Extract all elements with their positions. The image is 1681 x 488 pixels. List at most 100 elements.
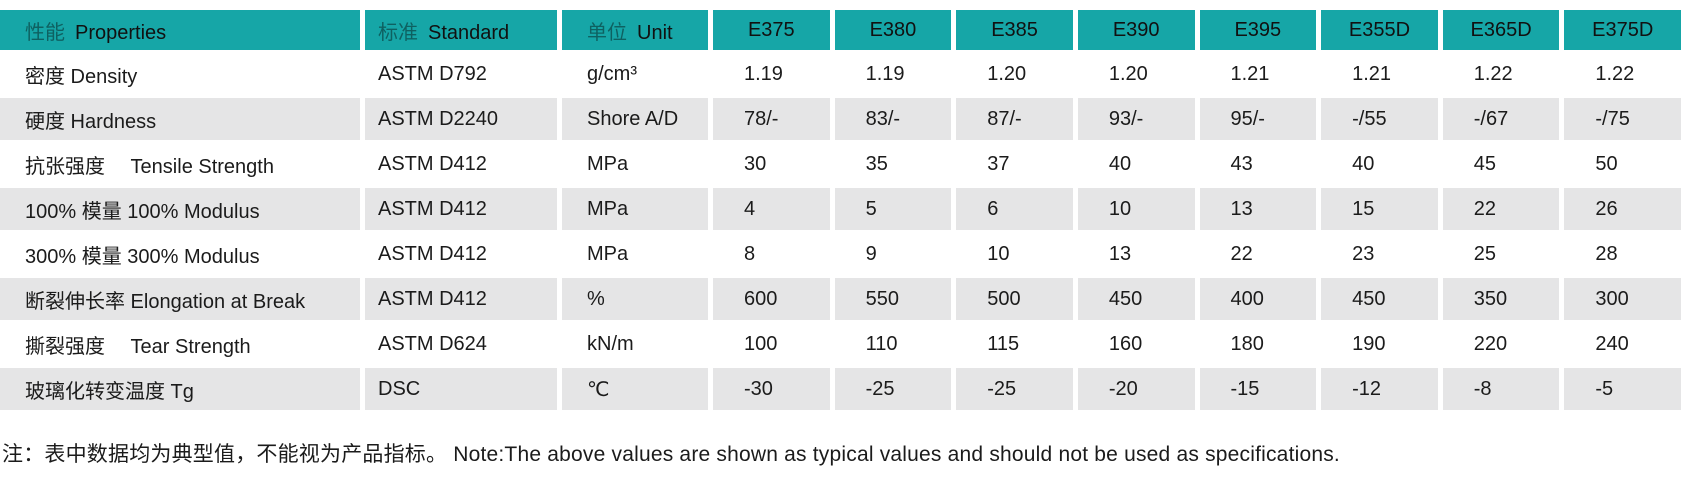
property-cell: 硬度 Hardness (0, 98, 360, 140)
value-cell: 43 (1199, 143, 1317, 185)
value-cell: -30 (713, 368, 830, 410)
col-header-grade: E385 (956, 10, 1073, 50)
standard-cell: ASTM D412 (365, 143, 557, 185)
value-cell: 240 (1564, 323, 1681, 365)
value-cell: 4 (713, 188, 830, 230)
col-header-standard-zh: 标准 (378, 21, 418, 44)
col-header-properties: 性能 Properties (0, 10, 360, 50)
standard-cell: DSC (365, 368, 557, 410)
col-header-grade: E380 (834, 10, 952, 50)
unit-cell: MPa (562, 188, 708, 230)
table-row: 玻璃化转变温度 Tg DSC ℃ -30 -25 -25 -20 -15 -12 -8 -5 (0, 368, 1681, 410)
value-cell: 93/- (1077, 98, 1195, 140)
properties-table: 性能 Properties 标准 Standard 单位 Unit E375 E380 E… (0, 7, 1681, 413)
property-cell: 抗张强度 Tensile Strength (0, 143, 360, 185)
value-cell: 83/- (834, 98, 952, 140)
col-header-unit: 单位 Unit (562, 10, 708, 50)
unit-cell: MPa (562, 143, 708, 185)
value-cell: 10 (1077, 188, 1195, 230)
value-cell: 1.19 (713, 53, 830, 95)
property-cell: 300% 模量 300% Modulus (0, 233, 360, 275)
value-cell: -20 (1077, 368, 1195, 410)
value-cell: -8 (1442, 368, 1560, 410)
value-cell: 95/- (1199, 98, 1317, 140)
datasheet: 性能 Properties 标准 Standard 单位 Unit E375 E380 E… (0, 7, 1681, 468)
value-cell: 13 (1199, 188, 1317, 230)
value-cell: 15 (1321, 188, 1438, 230)
col-header-unit-en: Unit (637, 21, 673, 44)
col-header-grade: E395 (1199, 10, 1317, 50)
property-cell: 玻璃化转变温度 Tg (0, 368, 360, 410)
value-cell: 400 (1199, 278, 1317, 320)
value-cell: 350 (1442, 278, 1560, 320)
property-cell: 100% 模量 100% Modulus (0, 188, 360, 230)
table-row: 300% 模量 300% Modulus ASTM D412 MPa 8 9 10 13 22… (0, 233, 1681, 275)
value-cell: -25 (834, 368, 952, 410)
col-header-standard-en: Standard (428, 21, 510, 44)
col-header-grade: E355D (1321, 10, 1438, 50)
value-cell: 115 (956, 323, 1073, 365)
table-body: 密度 Density ASTM D792 g/cm³ 1.19 1.19 1.20 1.20… (0, 53, 1681, 410)
table-row: 断裂伸长率 Elongation at Break ASTM D412% 600 55… (0, 278, 1681, 320)
value-cell: 30 (713, 143, 830, 185)
value-cell: 22 (1442, 188, 1560, 230)
value-cell: 40 (1077, 143, 1195, 185)
col-header-grade: E375 (713, 10, 830, 50)
table-row: 抗张强度 Tensile Strength ASTM D412 MPa 30 35 37 4… (0, 143, 1681, 185)
property-cell: 撕裂强度 Tear Strength (0, 323, 360, 365)
value-cell: 600 (713, 278, 830, 320)
value-cell: -15 (1199, 368, 1317, 410)
value-cell: 13 (1077, 233, 1195, 275)
value-cell: 1.19 (834, 53, 952, 95)
value-cell: 5 (834, 188, 952, 230)
value-cell: -25 (956, 368, 1073, 410)
property-cell: 断裂伸长率 Elongation at Break (0, 278, 360, 320)
table-row: 100% 模量 100% Modulus ASTM D412 MPa 4 5 6 10 13 1… (0, 188, 1681, 230)
value-cell: 87/- (956, 98, 1073, 140)
value-cell: 23 (1321, 233, 1438, 275)
value-cell: 110 (834, 323, 952, 365)
footnote: 注：表中数据均为典型值，不能视为产品指标。 Note:The above val… (2, 443, 1340, 466)
value-cell: 450 (1321, 278, 1438, 320)
col-header-grade: E365D (1442, 10, 1560, 50)
value-cell: 1.21 (1321, 53, 1438, 95)
value-cell: 500 (956, 278, 1073, 320)
value-cell: 220 (1442, 323, 1560, 365)
value-cell: 1.22 (1564, 53, 1681, 95)
property-cell: 密度 Density (0, 53, 360, 95)
table-row: 密度 Density ASTM D792 g/cm³ 1.19 1.19 1.20 1.20… (0, 53, 1681, 95)
value-cell: 190 (1321, 323, 1438, 365)
value-cell: 550 (834, 278, 952, 320)
value-cell: 35 (834, 143, 952, 185)
value-cell: -/67 (1442, 98, 1560, 140)
col-header-properties-en: Properties (75, 21, 167, 44)
value-cell: 10 (956, 233, 1073, 275)
value-cell: 160 (1077, 323, 1195, 365)
value-cell: 28 (1564, 233, 1681, 275)
value-cell: -12 (1321, 368, 1438, 410)
unit-cell: % (562, 278, 708, 320)
value-cell: 6 (956, 188, 1073, 230)
value-cell: -5 (1564, 368, 1681, 410)
value-cell: 8 (713, 233, 830, 275)
unit-cell: ℃ (562, 368, 708, 410)
unit-cell: g/cm³ (562, 53, 708, 95)
standard-cell: ASTM D792 (365, 53, 557, 95)
header-row: 性能 Properties 标准 Standard 单位 Unit E375 E380 E… (0, 10, 1681, 50)
table-row: 撕裂强度 Tear Strength ASTM D624 kN/m 100 110 115… (0, 323, 1681, 365)
value-cell: 1.21 (1199, 53, 1317, 95)
value-cell: 40 (1321, 143, 1438, 185)
value-cell: 300 (1564, 278, 1681, 320)
col-header-grade: E375D (1564, 10, 1681, 50)
value-cell: 1.20 (1077, 53, 1195, 95)
value-cell: 50 (1564, 143, 1681, 185)
value-cell: 450 (1077, 278, 1195, 320)
unit-cell: MPa (562, 233, 708, 275)
table-row: 硬度 Hardness ASTM D2240 Shore A/D 78/- 83/- 87… (0, 98, 1681, 140)
value-cell: 37 (956, 143, 1073, 185)
col-header-standard: 标准 Standard (365, 10, 557, 50)
value-cell: 22 (1199, 233, 1317, 275)
value-cell: 78/- (713, 98, 830, 140)
value-cell: 45 (1442, 143, 1560, 185)
unit-cell: kN/m (562, 323, 708, 365)
